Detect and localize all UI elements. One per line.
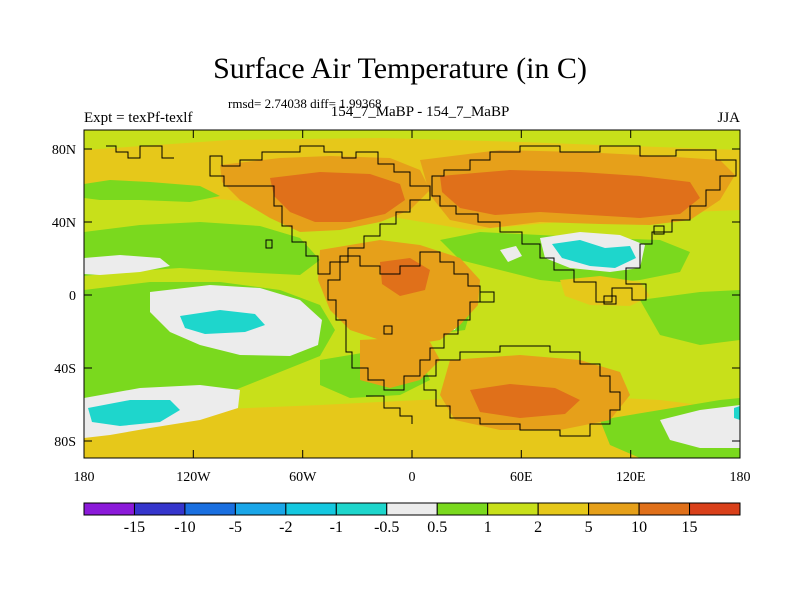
coast-small-island-4 [603, 295, 617, 305]
coast-southern-landmass [423, 345, 621, 437]
field-green-west-pacific [640, 290, 740, 345]
coast-africa-south-america [327, 251, 481, 391]
coast-eurasia [431, 145, 737, 303]
coast-small-island-1 [479, 291, 495, 303]
field-darkorange-eurasia [440, 170, 700, 218]
colorbar-label: 2 [534, 519, 542, 536]
y-tick-label: 0 [69, 289, 76, 304]
x-tick-label: 120W [176, 470, 211, 485]
y-tick-label: 40N [52, 216, 76, 231]
colorbar-label: 15 [682, 519, 698, 536]
experiment-label: Expt = texPf-texlf [84, 110, 193, 126]
colorbar-swatch [285, 502, 337, 516]
x-tick-label: 0 [409, 470, 416, 485]
coast-small-island-3 [653, 225, 665, 235]
coast-north-america [209, 145, 431, 275]
colorbar [83, 502, 741, 516]
colorbar-swatch [386, 502, 438, 516]
field-green-north-band [84, 180, 220, 202]
y-tick-labels: 80N 40N 0 40S 80S [52, 143, 76, 450]
x-tick-labels: 180 120W 60W 0 60E 120E 180 [74, 470, 751, 485]
rmsd-diff-stats: rmsd= 2.74038 diff= 1.99368 [228, 96, 382, 111]
colorbar-swatch [234, 502, 287, 516]
colorbar-label: -1 [330, 519, 343, 536]
x-tick-label: 60W [289, 470, 317, 485]
colorbar-swatch [133, 502, 186, 516]
y-tick-label: 80S [54, 435, 76, 450]
coastlines [106, 145, 737, 437]
x-axis-ticks [83, 130, 741, 458]
colorbar-label: -0.5 [374, 519, 399, 536]
field-darkorange-southern [470, 384, 580, 418]
colorbar-label: 1 [484, 519, 492, 536]
field-darkorange-north-america [270, 172, 405, 222]
y-tick-label: 40S [54, 362, 76, 377]
field-cyan-south-pacific [180, 310, 265, 334]
colorbar-swatch [689, 502, 741, 516]
colorbar-swatch [588, 502, 640, 516]
colorbar-swatch [487, 502, 539, 516]
field-cyan-edge [734, 406, 740, 420]
field-white-far-southeast [660, 405, 740, 448]
colorbar-label: 0.5 [427, 519, 447, 536]
y-tick-label: 80N [52, 143, 76, 158]
field-cyan-east-asia [552, 240, 636, 268]
colorbar-swatch [335, 502, 388, 516]
field-darkorange-africa [380, 258, 430, 296]
colorbar-label: -5 [229, 519, 242, 536]
colorbar-label: 5 [585, 519, 593, 536]
colorbar-label: -2 [279, 519, 292, 536]
field-cyan-southern-ocean [88, 400, 180, 426]
colorbar-swatch [638, 502, 691, 516]
colorbar-swatch [436, 502, 489, 516]
colorbar-labels: -15 -10 -5 -2 -1 -0.5 0.5 1 2 5 10 15 [124, 519, 698, 536]
period-label: 154_7_MaBP - 154_7_MaBP [330, 104, 510, 120]
temperature-field [84, 130, 740, 458]
colorbar-swatch [537, 502, 590, 516]
coast-small-island-5 [383, 325, 393, 335]
coast-small-island-2 [265, 239, 273, 249]
x-tick-label: 180 [74, 470, 95, 485]
colorbar-label: -10 [174, 519, 195, 536]
x-tick-label: 180 [730, 470, 751, 485]
field-white-small [500, 246, 522, 262]
season-label: JJA [717, 110, 740, 126]
colorbar-label: 10 [631, 519, 647, 536]
colorbar-label: -15 [124, 519, 145, 536]
colorbar-swatch [83, 502, 135, 516]
colorbar-swatch [184, 502, 236, 516]
field-white-north-pacific [84, 255, 170, 275]
chart-title: Surface Air Temperature (in C) [213, 52, 587, 85]
coast-arctic-islands [106, 145, 174, 159]
x-tick-label: 120E [616, 470, 646, 485]
coast-south-fragment [366, 395, 413, 424]
x-tick-label: 60E [510, 470, 533, 485]
y-axis-ticks [84, 148, 740, 442]
